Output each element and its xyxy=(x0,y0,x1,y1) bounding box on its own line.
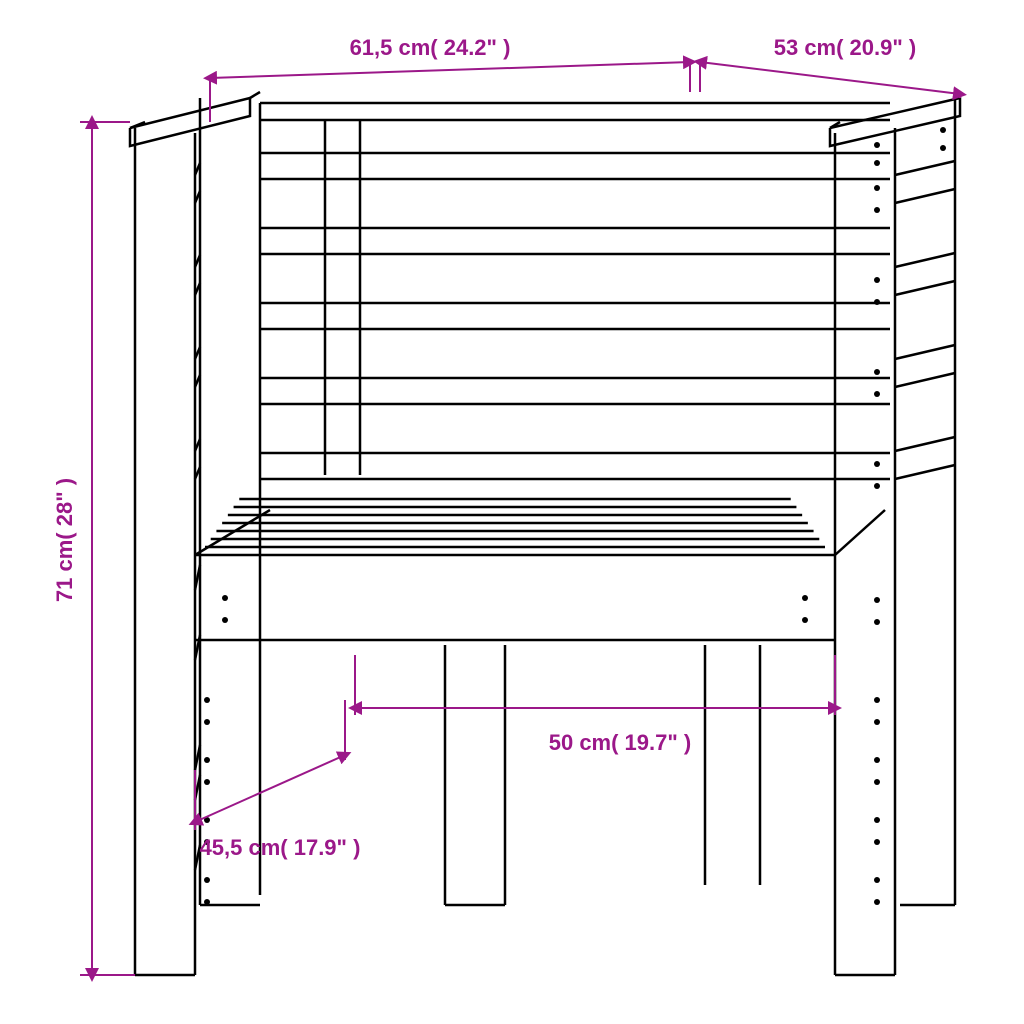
dim-label: 45,5 cm( 17.9" ) xyxy=(200,835,361,860)
dimension-diagram: 71 cm( 28" ) 61,5 cm( 24.2" ) 53 cm( 20.9"… xyxy=(0,0,1024,1024)
dim-label: 61,5 cm( 24.2" ) xyxy=(350,35,511,60)
dim-label: 53 cm( 20.9" ) xyxy=(774,35,917,60)
dim-label: 50 cm( 19.7" ) xyxy=(549,730,692,755)
dim-label: 71 cm( 28" ) xyxy=(52,478,77,602)
